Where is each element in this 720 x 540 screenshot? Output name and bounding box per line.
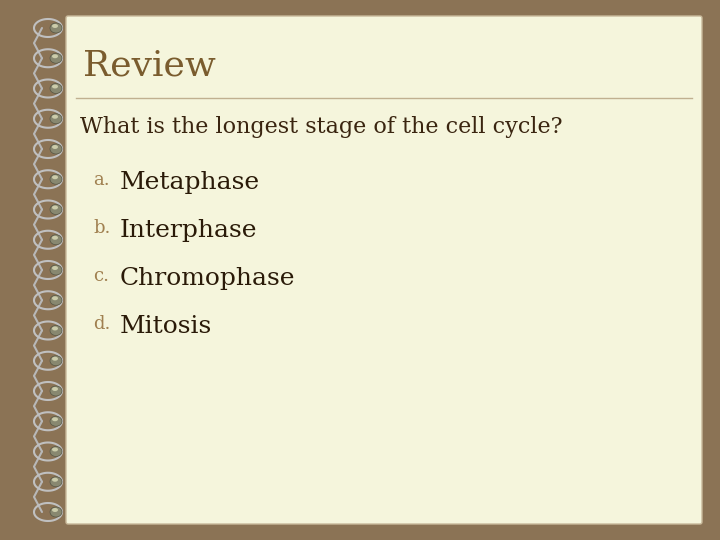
Text: a.: a. (93, 171, 109, 189)
Ellipse shape (52, 266, 58, 270)
Ellipse shape (52, 54, 58, 58)
Ellipse shape (50, 507, 62, 517)
Ellipse shape (50, 265, 62, 275)
Ellipse shape (50, 205, 62, 214)
Ellipse shape (50, 23, 62, 33)
Text: What is the longest stage of the cell cycle?: What is the longest stage of the cell cy… (80, 116, 562, 138)
Ellipse shape (50, 326, 62, 335)
Ellipse shape (50, 447, 62, 456)
Text: Review: Review (83, 48, 216, 82)
Text: Chromophase: Chromophase (120, 267, 295, 290)
Ellipse shape (50, 356, 62, 366)
Ellipse shape (52, 478, 58, 482)
Ellipse shape (50, 53, 62, 63)
Text: b.: b. (93, 219, 110, 237)
Ellipse shape (50, 144, 62, 154)
Ellipse shape (52, 115, 58, 119)
Ellipse shape (52, 327, 58, 330)
Ellipse shape (52, 417, 58, 421)
Ellipse shape (52, 357, 58, 361)
Ellipse shape (50, 235, 62, 245)
Ellipse shape (52, 145, 58, 149)
Text: c.: c. (93, 267, 109, 285)
Ellipse shape (52, 176, 58, 179)
Text: Mitosis: Mitosis (120, 315, 212, 338)
Ellipse shape (50, 84, 62, 93)
Ellipse shape (52, 84, 58, 89)
Ellipse shape (50, 295, 62, 305)
Ellipse shape (52, 206, 58, 210)
Ellipse shape (52, 296, 58, 300)
Ellipse shape (52, 24, 58, 28)
FancyBboxPatch shape (66, 16, 702, 524)
Ellipse shape (50, 416, 62, 426)
Ellipse shape (52, 508, 58, 512)
Text: Interphase: Interphase (120, 219, 258, 242)
Ellipse shape (52, 448, 58, 451)
Ellipse shape (50, 386, 62, 396)
Ellipse shape (50, 114, 62, 124)
Ellipse shape (50, 174, 62, 184)
Ellipse shape (50, 477, 62, 487)
Ellipse shape (52, 236, 58, 240)
Text: d.: d. (93, 315, 110, 333)
Text: Metaphase: Metaphase (120, 171, 260, 194)
Ellipse shape (52, 387, 58, 391)
